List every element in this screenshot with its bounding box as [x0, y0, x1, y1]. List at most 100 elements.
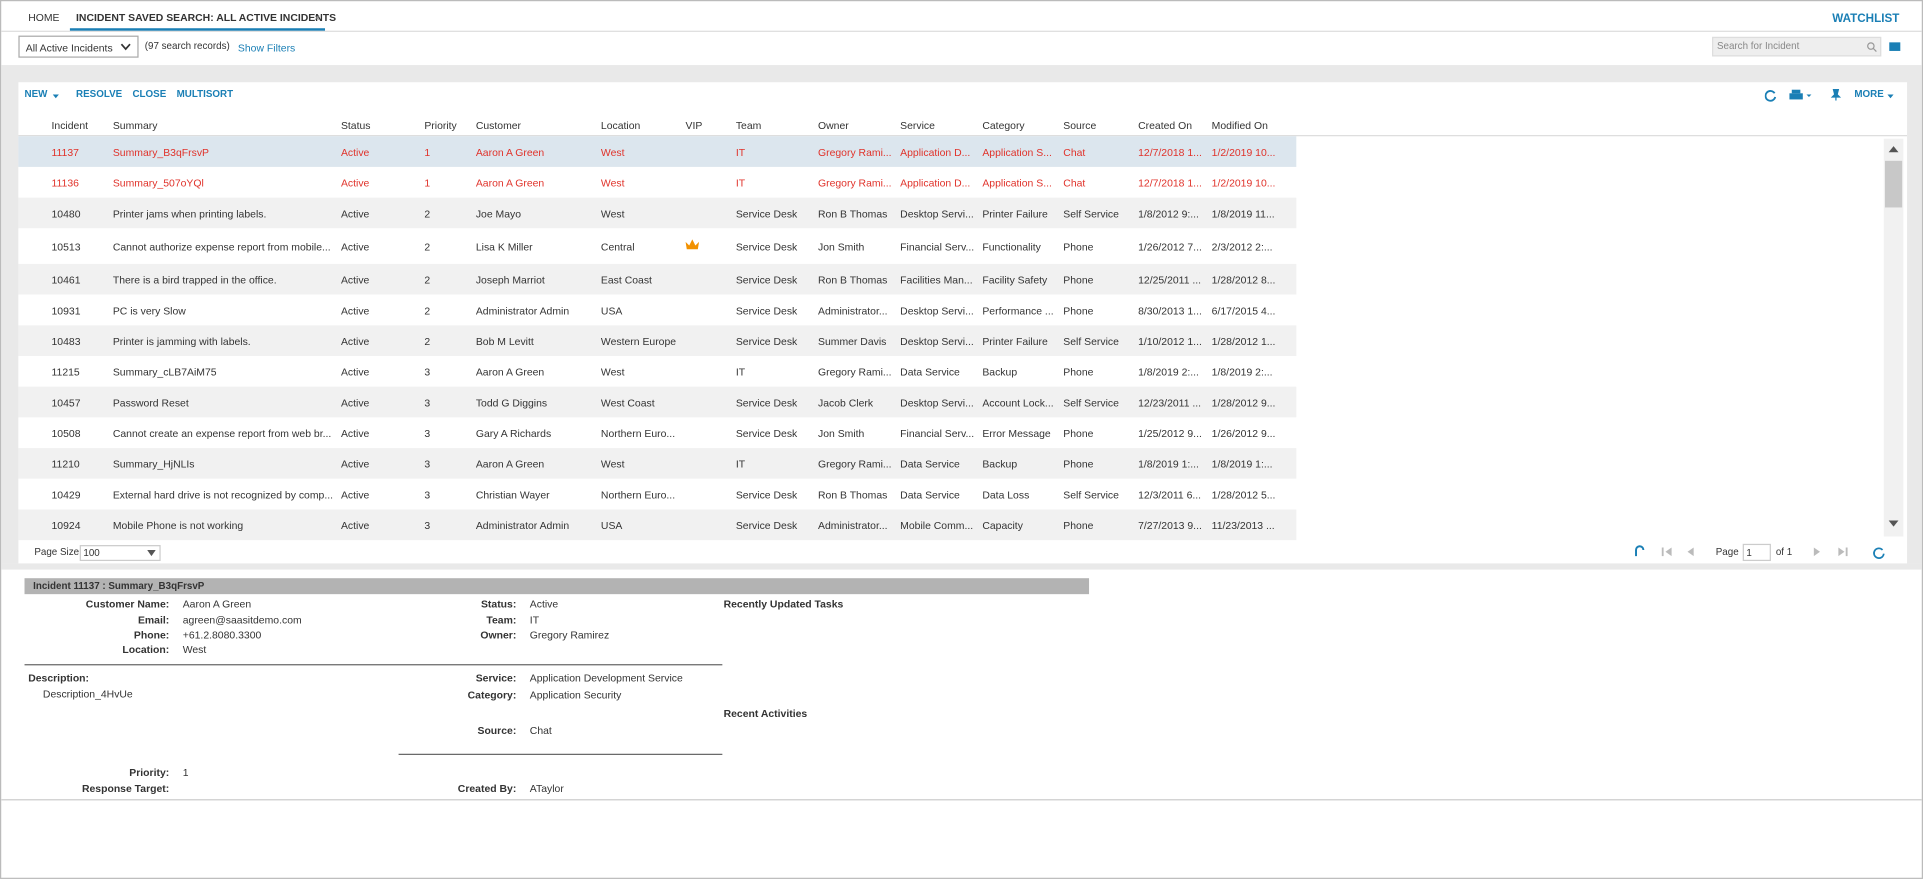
grid-cell[interactable]: West: [600, 206, 625, 220]
search-input[interactable]: [1712, 36, 1882, 57]
grid-cell[interactable]: Phone: [1063, 303, 1094, 317]
watchlist[interactable]: WATCHLIST: [1832, 12, 1900, 26]
grid-cell[interactable]: 1/8/2019 1:...: [1211, 457, 1273, 470]
grid-cell[interactable]: Gary A Richards: [475, 426, 552, 439]
grid-row[interactable]: [18, 136, 1297, 167]
grid-cell[interactable]: Phone: [1063, 273, 1094, 286]
grid-cell[interactable]: 2: [424, 303, 431, 317]
grid-cell[interactable]: Administrator Admin: [475, 518, 570, 531]
grid-cell[interactable]: Active: [340, 487, 370, 501]
grid-cell[interactable]: Cannot authorize expense report from mob…: [112, 239, 331, 253]
grid-cell[interactable]: Data Service: [900, 457, 960, 470]
grid-cell[interactable]: 12/7/2018 1...: [1138, 176, 1202, 189]
grid-cell[interactable]: Todd G Diggins: [475, 395, 548, 409]
grid-cell[interactable]: Active: [340, 303, 370, 317]
grid-cell[interactable]: Printer is jamming with labels.: [112, 334, 251, 347]
grid-cell[interactable]: 1/25/2012 9...: [1138, 426, 1202, 439]
grid-cell[interactable]: 1/8/2019 2:...: [1138, 365, 1199, 378]
column-header[interactable]: Service: [900, 119, 935, 132]
grid-cell[interactable]: 3: [424, 457, 431, 470]
grid-cell[interactable]: Northern Euro...: [600, 426, 676, 439]
grid-cell[interactable]: Summer Davis: [818, 334, 887, 347]
column-header[interactable]: Location: [600, 119, 641, 132]
column-header[interactable]: Team: [735, 119, 762, 132]
grid-row[interactable]: [18, 263, 1297, 295]
grid-cell[interactable]: Bob M Levitt: [475, 334, 534, 347]
search-icon[interactable]: [1867, 42, 1878, 53]
grid-cell[interactable]: Active: [340, 176, 370, 189]
grid-row[interactable]: [18, 356, 1297, 387]
column-header[interactable]: Incident: [51, 119, 89, 132]
grid-cell[interactable]: 2: [424, 334, 431, 347]
column-header[interactable]: Status: [340, 119, 371, 132]
grid-row[interactable]: [18, 197, 1297, 229]
grid-cell[interactable]: Application D...: [900, 176, 971, 189]
grid-cell[interactable]: 1/8/2019 2:...: [1211, 365, 1273, 378]
folder-icon[interactable]: [1889, 41, 1901, 52]
grid-cell[interactable]: Application D...: [900, 145, 971, 158]
grid-cell[interactable]: Data Service: [900, 365, 960, 378]
grid-cell[interactable]: 6/17/2015 4...: [1211, 303, 1276, 317]
grid-cell[interactable]: Application S...: [982, 176, 1052, 189]
grid-cell[interactable]: Ron B Thomas: [818, 206, 888, 220]
toolbar-button[interactable]: RESOLVE: [76, 88, 123, 100]
grid-row[interactable]: [18, 417, 1297, 449]
search-selector[interactable]: All Active Incidents: [25, 41, 113, 55]
grid-cell[interactable]: Desktop Servi...: [900, 206, 974, 220]
column-header[interactable]: Owner: [818, 119, 849, 132]
grid-cell[interactable]: 3: [424, 426, 431, 439]
grid-cell[interactable]: 11215: [51, 365, 80, 378]
grid-cell[interactable]: Lisa K Miller: [475, 239, 533, 253]
grid-cell[interactable]: 2: [424, 206, 431, 220]
grid-cell[interactable]: Service Desk: [735, 334, 798, 347]
grid-cell[interactable]: Service Desk: [735, 303, 798, 317]
grid-cell[interactable]: 1: [424, 145, 431, 158]
grid-cell[interactable]: 1/28/2012 8...: [1211, 273, 1276, 286]
grid-cell[interactable]: 1/26/2012 9...: [1211, 426, 1276, 439]
grid-cell[interactable]: Active: [340, 145, 370, 158]
grid-cell[interactable]: Joe Mayo: [475, 206, 522, 220]
grid-cell[interactable]: Service Desk: [735, 487, 798, 501]
column-header[interactable]: Source: [1063, 119, 1097, 132]
grid-cell[interactable]: Financial Serv...: [900, 426, 975, 439]
grid-cell[interactable]: IT: [735, 145, 746, 158]
grid-cell[interactable]: 1: [424, 176, 431, 189]
column-header[interactable]: VIP: [685, 119, 703, 132]
column-header[interactable]: Created On: [1138, 119, 1193, 132]
grid-cell[interactable]: West: [600, 457, 625, 470]
grid-cell[interactable]: Aaron A Green: [475, 145, 545, 158]
grid-cell[interactable]: 12/23/2011 ...: [1138, 395, 1202, 409]
grid-cell[interactable]: 1/28/2012 9...: [1211, 395, 1276, 409]
grid-cell[interactable]: Self Service: [1063, 487, 1119, 501]
grid-cell[interactable]: Service Desk: [735, 518, 798, 531]
grid-cell[interactable]: 3: [424, 487, 431, 501]
grid-cell[interactable]: 1/2/2019 10...: [1211, 176, 1276, 189]
grid-row[interactable]: [18, 509, 1297, 541]
grid-cell[interactable]: Jon Smith: [818, 239, 865, 253]
grid-cell[interactable]: Summary_cLB7AiM75: [112, 365, 217, 378]
page-number[interactable]: 1: [1746, 547, 1752, 559]
grid-cell[interactable]: Gregory Rami...: [818, 457, 892, 470]
grid-cell[interactable]: 1/26/2012 7...: [1138, 239, 1202, 253]
scrollbar[interactable]: [1883, 138, 1904, 537]
grid-cell[interactable]: Self Service: [1063, 206, 1119, 220]
grid-cell[interactable]: 11210: [51, 457, 80, 470]
grid-cell[interactable]: Phone: [1063, 518, 1094, 531]
toolbar-button[interactable]: MULTISORT: [176, 88, 234, 100]
grid-cell[interactable]: Capacity: [982, 518, 1023, 531]
grid-cell[interactable]: PC is very Slow: [112, 303, 186, 317]
scroll-down[interactable]: [1887, 519, 1899, 529]
grid-cell[interactable]: Active: [340, 365, 370, 378]
grid-cell[interactable]: 12/3/2011 6...: [1138, 487, 1202, 501]
grid-cell[interactable]: Active: [340, 206, 370, 220]
grid-cell[interactable]: Functionality: [982, 239, 1041, 253]
grid-cell[interactable]: Active: [340, 273, 370, 286]
grid-cell[interactable]: 10924: [51, 518, 81, 531]
grid-cell[interactable]: 1/8/2012 9:...: [1138, 206, 1199, 220]
grid-cell[interactable]: Northern Euro...: [600, 487, 676, 501]
toolbar-button[interactable]: CLOSE: [132, 88, 167, 100]
grid-cell[interactable]: IT: [735, 176, 746, 189]
grid-row[interactable]: [18, 325, 1297, 357]
grid-cell[interactable]: Backup: [982, 365, 1018, 378]
grid-cell[interactable]: Phone: [1063, 239, 1094, 253]
